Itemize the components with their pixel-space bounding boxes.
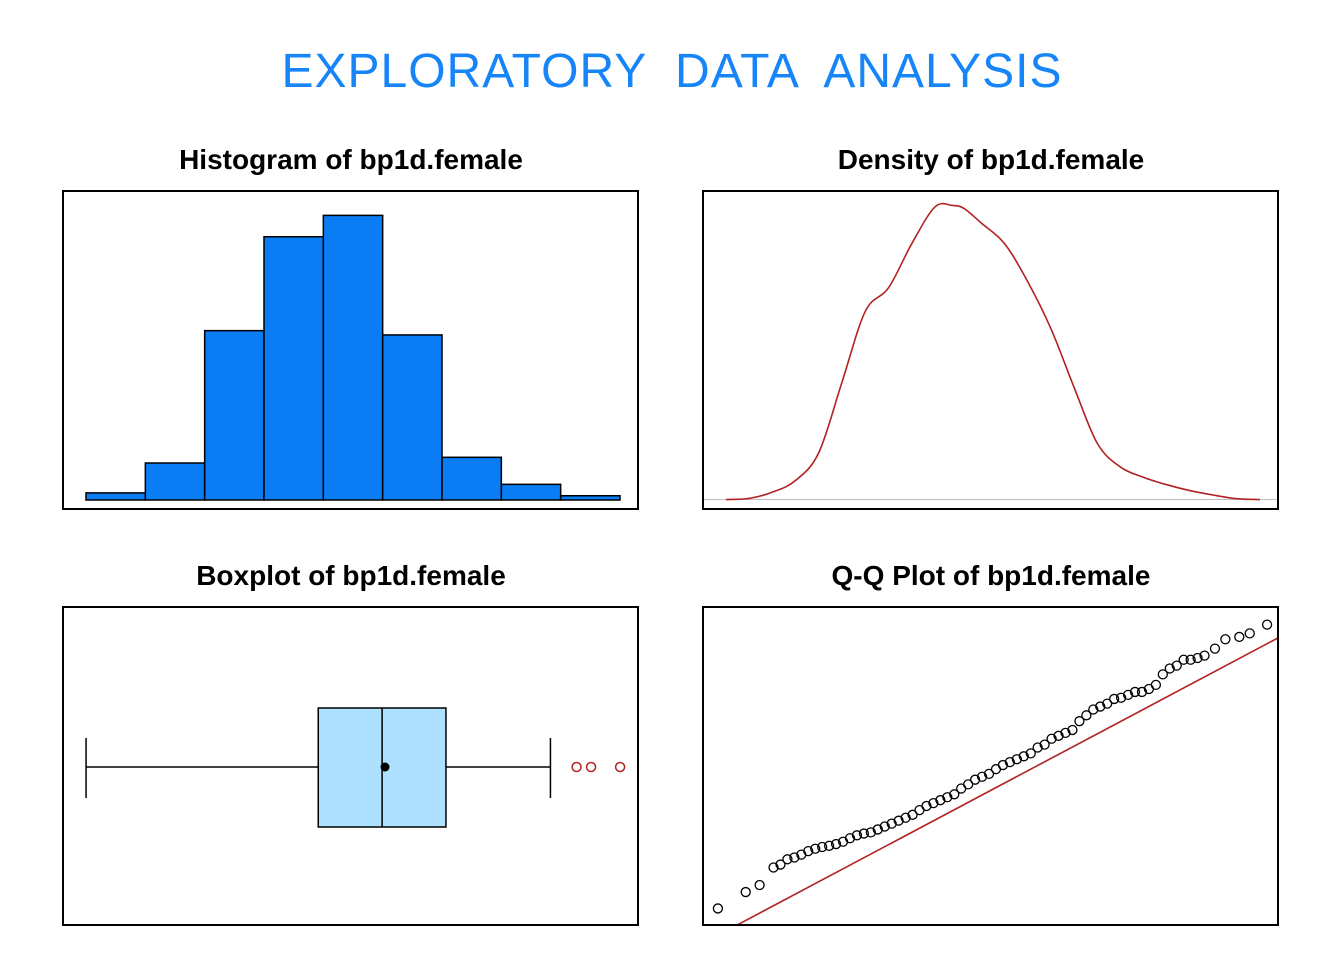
qq-point (1199, 650, 1210, 661)
qq-point (810, 843, 821, 854)
qq-point (1011, 754, 1022, 765)
density-title: Density of bp1d.female (837, 144, 1145, 175)
qq-point (1025, 748, 1036, 759)
qq-point (1067, 724, 1078, 736)
qq-point (1129, 686, 1141, 698)
qq-point (1109, 693, 1120, 705)
qq-point (1209, 643, 1221, 654)
density-curve (725, 202, 1261, 501)
boxplot-outlier (571, 761, 582, 773)
histogram-bar (263, 235, 325, 501)
qq-point (1234, 631, 1245, 643)
boxplot-title: Boxplot of bp1d.female (196, 560, 506, 591)
qq-point (1178, 654, 1189, 665)
qq-point (949, 789, 960, 800)
boxplot-plot (85, 707, 626, 828)
qq-point (1261, 619, 1273, 630)
qq-point (1122, 689, 1134, 701)
qq-point (1004, 756, 1016, 768)
qq-point (879, 821, 890, 832)
boxplot-outlier (614, 761, 626, 773)
density-plot (704, 202, 1277, 501)
boxplot-mean-point (380, 762, 390, 772)
qq-point (1081, 710, 1092, 721)
qq-point (1088, 704, 1099, 715)
qq-frame (702, 606, 1279, 926)
qq-point (865, 827, 876, 838)
qq-reference-line (737, 637, 1277, 924)
qq-point (817, 841, 828, 853)
qq-point (803, 845, 814, 857)
qq-point (858, 828, 870, 839)
qq-point (969, 774, 981, 785)
qq-point (1192, 652, 1203, 664)
qq-point (1164, 663, 1175, 674)
qq-point (1157, 669, 1168, 680)
histogram-frame (62, 190, 639, 510)
qq-point (963, 779, 974, 790)
qq-point (782, 854, 793, 865)
histogram-bar (144, 462, 206, 501)
boxplot-outlier (585, 761, 597, 773)
qq-point (1136, 686, 1148, 698)
histogram-bar (322, 214, 384, 501)
qq-point (928, 797, 939, 809)
qq-point (1046, 733, 1057, 744)
histogram-bar (203, 329, 265, 501)
page-title: EXPLORATORY DATA ANALYSIS (281, 45, 1063, 98)
qq-point (921, 800, 932, 812)
qq-point (1185, 654, 1196, 665)
qq-point (1220, 634, 1231, 645)
qq-point (1039, 739, 1050, 750)
qq-point (1074, 716, 1085, 727)
qq-point (768, 862, 779, 873)
qq-point (1060, 727, 1071, 739)
qq-point (1171, 660, 1182, 671)
qq-point (1115, 692, 1127, 703)
qq-point (976, 771, 988, 782)
qq-point (1102, 698, 1113, 709)
qq-point (893, 815, 904, 826)
qq-point (823, 840, 835, 851)
qq-point (712, 903, 724, 914)
qq-point (983, 768, 995, 780)
qq-point (1244, 628, 1255, 639)
qq-point (789, 852, 800, 863)
histogram-bar (559, 494, 621, 501)
histogram-bar (441, 456, 503, 501)
qq-point (1032, 742, 1043, 753)
histogram-bar (85, 492, 147, 501)
qq-title: Q-Q Plot of bp1d.female (831, 560, 1151, 591)
histogram-bar (381, 334, 443, 501)
qq-point (844, 833, 856, 844)
qq-point (935, 795, 946, 806)
qq-point (851, 830, 863, 841)
qq-point (942, 792, 953, 803)
qq-point (1150, 679, 1162, 691)
qq-point (830, 838, 842, 850)
qq-point (740, 886, 751, 898)
qq-point (1053, 730, 1064, 741)
boxplot-frame (62, 606, 639, 926)
qq-point (775, 859, 786, 870)
qq-point (1095, 701, 1106, 712)
qq-plot (712, 619, 1277, 924)
qq-point (997, 759, 1009, 771)
qq-point (907, 809, 918, 820)
qq-point (872, 824, 883, 835)
density-frame (702, 190, 1279, 510)
qq-point (886, 818, 897, 829)
histogram-title: Histogram of bp1d.female (179, 144, 523, 175)
histogram-plot (85, 214, 621, 501)
qq-point (1018, 751, 1029, 762)
histogram-bar (500, 483, 562, 501)
qq-point (900, 812, 911, 823)
qq-point (754, 879, 765, 891)
